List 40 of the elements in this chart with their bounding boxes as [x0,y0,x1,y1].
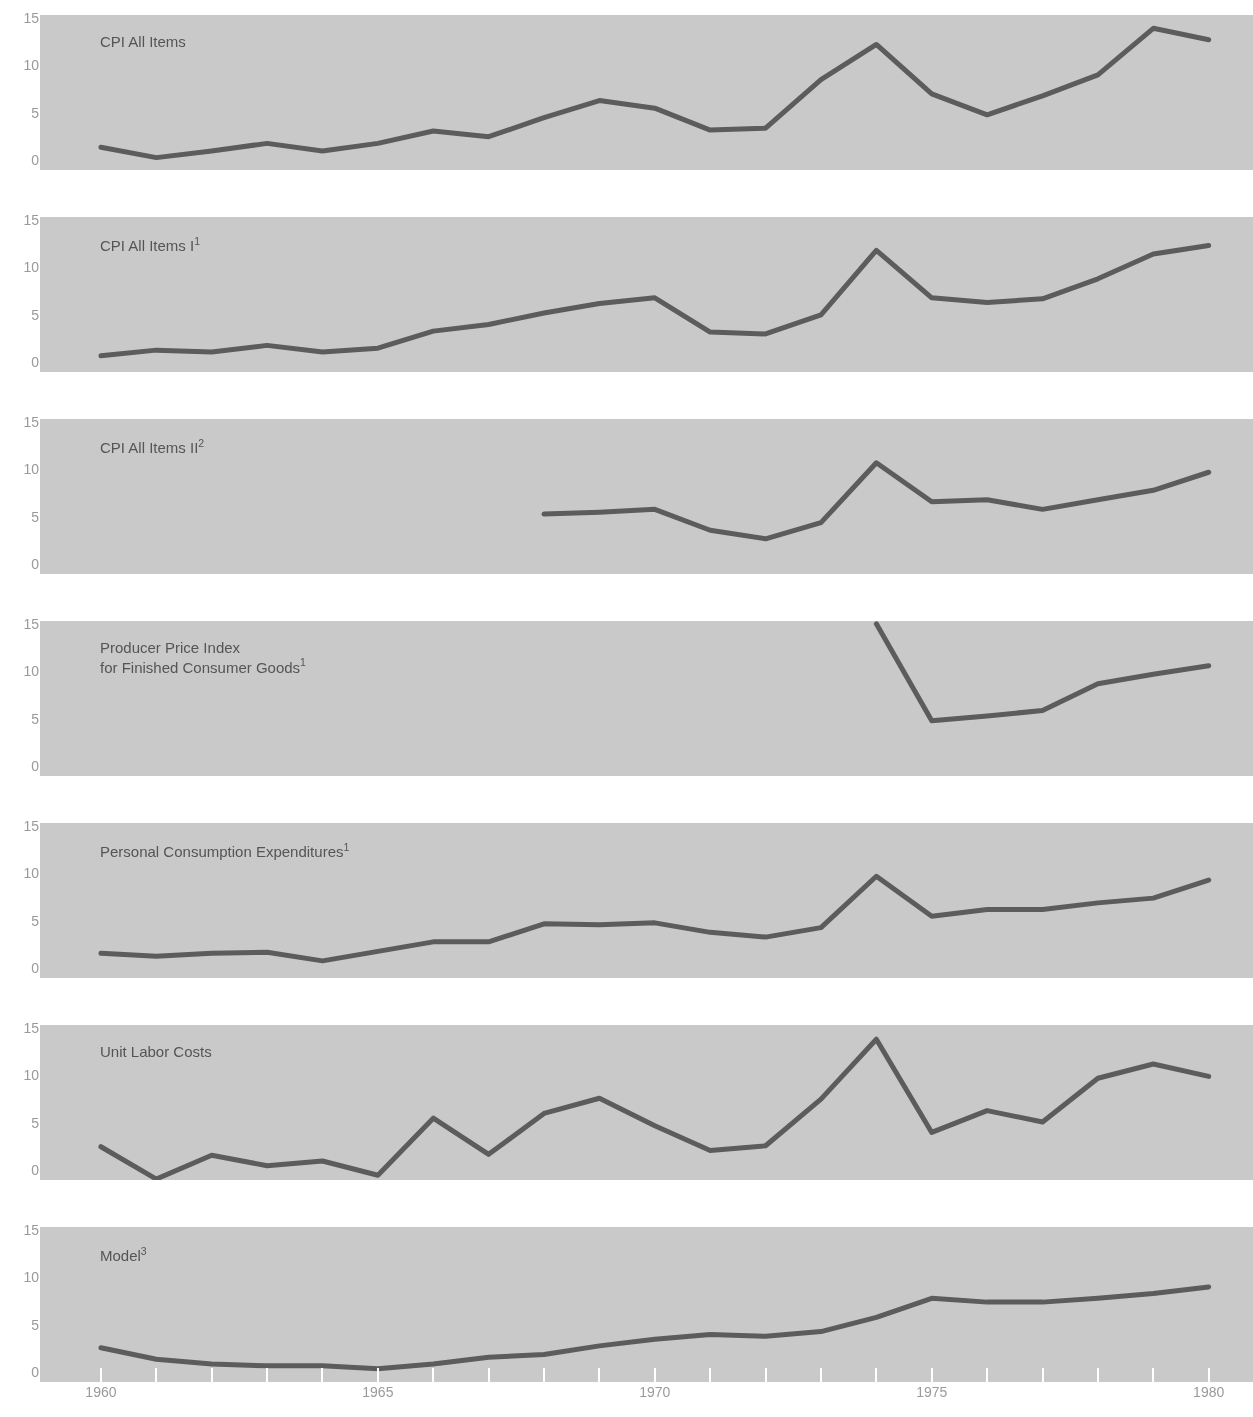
y-tick-label: 15 [23,615,40,632]
y-tick-label: 5 [31,710,40,727]
y-tick-label: 5 [31,912,40,929]
y-tick-label: 15 [23,1019,40,1036]
y-tick-label: 0 [31,152,40,169]
x-tick-label: 1965 [362,1384,394,1400]
y-tick-label: 15 [23,211,40,228]
y-tick-label: 0 [31,1162,40,1179]
y-tick-label: 5 [31,1316,40,1333]
y-tick-label: 10 [23,57,40,74]
text: Personal Consumption Expenditures$^{1}$ [100,841,350,861]
y-tick-label: 10 [23,663,40,680]
x-tick-label: 1960 [85,1384,117,1400]
text: CPI All Items II$^{2}$ [100,437,205,457]
y-tick-label: 15 [23,9,40,26]
y-tick-label: 0 [31,556,40,573]
text: Model$^{3}$ [100,1245,147,1265]
y-tick-label: 15 [23,1221,40,1238]
text: Unit Labor Costs [100,1043,212,1060]
y-tick-label: 15 [23,413,40,430]
y-tick-label: 0 [31,960,40,977]
y-tick-label: 5 [31,508,40,525]
text: CPI All Items I$^{1}$ [100,235,201,255]
y-tick-label: 15 [23,817,40,834]
y-tick-label: 10 [23,865,40,882]
y-tick-label: 10 [23,1067,40,1084]
text: CPI All Items [100,33,186,50]
y-tick-label: 5 [31,104,40,121]
y-tick-label: 0 [31,1364,40,1381]
x-tick-label: 1970 [639,1384,671,1400]
x-tick-label: 1975 [916,1384,948,1400]
y-tick-label: 10 [23,1269,40,1286]
y-tick-label: 5 [31,1114,40,1131]
y-tick-label: 0 [31,758,40,775]
text: Producer Price Index for Finished Consumer Goods$^{1}$ [100,639,307,676]
y-tick-label: 10 [23,259,40,276]
y-tick-label: 10 [23,461,40,478]
y-tick-label: 5 [31,306,40,323]
x-tick-label: 1980 [1193,1384,1225,1400]
y-tick-label: 0 [31,354,40,371]
